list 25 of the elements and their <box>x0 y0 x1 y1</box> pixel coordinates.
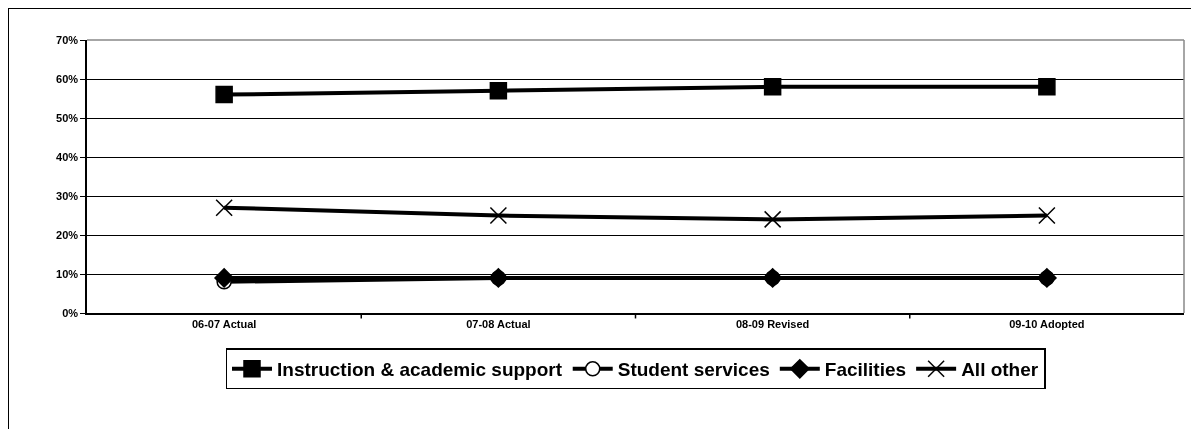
y-tick-label: 30% <box>56 189 79 202</box>
point <box>489 81 508 100</box>
point <box>763 78 782 96</box>
y-tick-label: 10% <box>56 267 79 280</box>
legend-label: Student services <box>617 359 770 381</box>
point <box>214 268 234 288</box>
x-tick-label: 08-09 Revised <box>735 317 810 330</box>
point <box>1038 206 1056 225</box>
y-tick-label: 0% <box>62 306 79 319</box>
y-tick-label: 50% <box>56 111 79 124</box>
point <box>763 210 782 229</box>
point <box>215 85 233 104</box>
legend-label: Instruction & academic support <box>277 359 563 381</box>
x-tick-label: 06-07 Actual <box>191 317 257 330</box>
y-tick-label: 60% <box>56 72 79 85</box>
x-tick-label: 07-08 Actual <box>466 317 531 330</box>
x-tick-label: 09-10 Adopted <box>1009 317 1085 330</box>
point <box>489 206 508 225</box>
y-tick-label: 40% <box>56 150 79 163</box>
legend-label: All other <box>961 359 1039 381</box>
y-tick-label: 70% <box>56 33 79 46</box>
y-tick-label: 20% <box>56 228 79 241</box>
point <box>215 198 233 217</box>
legend-label: Facilities <box>824 359 907 381</box>
point <box>1038 78 1056 96</box>
